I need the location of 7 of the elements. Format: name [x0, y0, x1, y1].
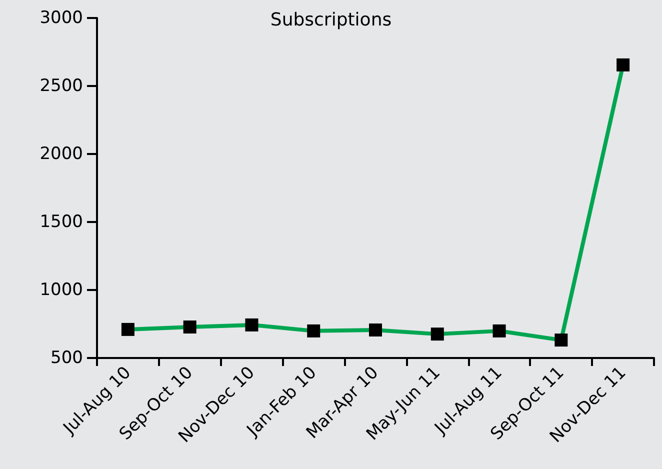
- y-tick-label: 500: [50, 348, 83, 368]
- chart-title: Subscriptions: [270, 10, 392, 30]
- y-tick-label: 1000: [40, 280, 83, 300]
- y-tick-label: 2500: [40, 76, 83, 96]
- y-tick-label: 1500: [40, 212, 83, 232]
- y-tick-label: 3000: [40, 8, 83, 28]
- y-tick-label: 2000: [40, 144, 83, 164]
